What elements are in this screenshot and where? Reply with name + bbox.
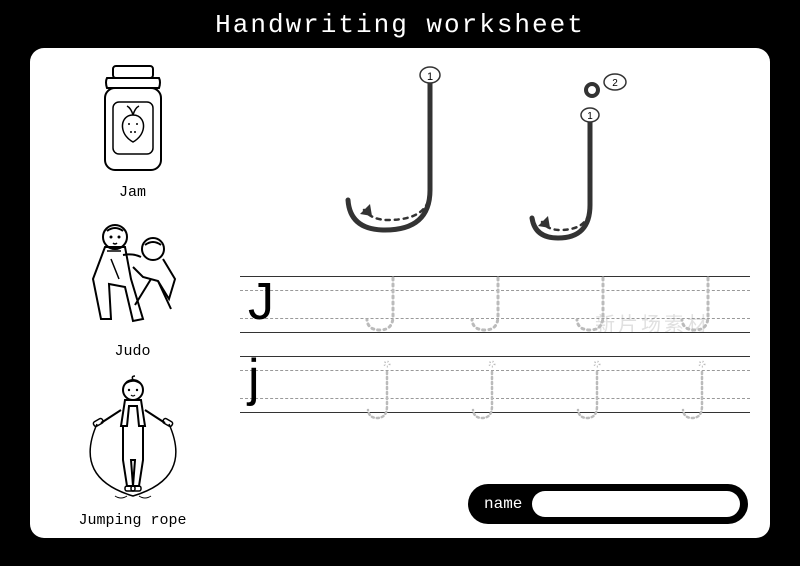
jam-icon xyxy=(85,60,180,180)
illustration-label: Jam xyxy=(45,184,220,201)
illustration-label: Judo xyxy=(45,343,220,360)
dotted-letters-lower xyxy=(330,356,750,418)
name-field-container: name xyxy=(468,484,748,524)
illustration-jumping-rope: Jumping rope xyxy=(45,368,220,529)
dotted-j-lower xyxy=(573,356,613,428)
dotted-letters-upper xyxy=(330,276,750,338)
dotted-j-lower xyxy=(363,356,403,428)
dotted-j-upper xyxy=(463,276,513,336)
jumping-rope-icon xyxy=(63,368,203,508)
example-letter-lower: j xyxy=(248,348,260,408)
uppercase-j-guide: 1 xyxy=(348,67,440,230)
lowercase-j-guide: 1 2 xyxy=(532,74,626,238)
dotted-j-lower xyxy=(678,356,718,428)
illustration-label: Jumping rope xyxy=(45,512,220,529)
practice-area: J j xyxy=(240,276,750,436)
dotted-j-lower xyxy=(468,356,508,428)
illustration-column: Jam Judo xyxy=(45,60,220,520)
dotted-j-upper xyxy=(673,276,723,336)
letter-guide-area: 1 1 2 xyxy=(260,60,740,255)
dotted-j-upper xyxy=(568,276,618,336)
worksheet-sheet: Jam Judo xyxy=(30,48,770,538)
name-input[interactable] xyxy=(532,491,740,517)
practice-row-upper[interactable]: J xyxy=(240,276,750,338)
illustration-jam: Jam xyxy=(45,60,220,201)
illustration-judo: Judo xyxy=(45,209,220,360)
stroke-marker-1: 1 xyxy=(427,71,433,83)
page-title: Handwriting worksheet xyxy=(0,0,800,40)
name-label: name xyxy=(484,495,522,513)
stroke-marker-1b: 1 xyxy=(587,111,593,122)
letter-guide-svg: 1 1 2 xyxy=(260,60,740,255)
example-letter-upper: J xyxy=(248,272,274,332)
dotted-j-upper xyxy=(358,276,408,336)
practice-row-lower[interactable]: j xyxy=(240,356,750,418)
stroke-marker-2: 2 xyxy=(612,78,618,89)
judo-icon xyxy=(63,209,203,339)
